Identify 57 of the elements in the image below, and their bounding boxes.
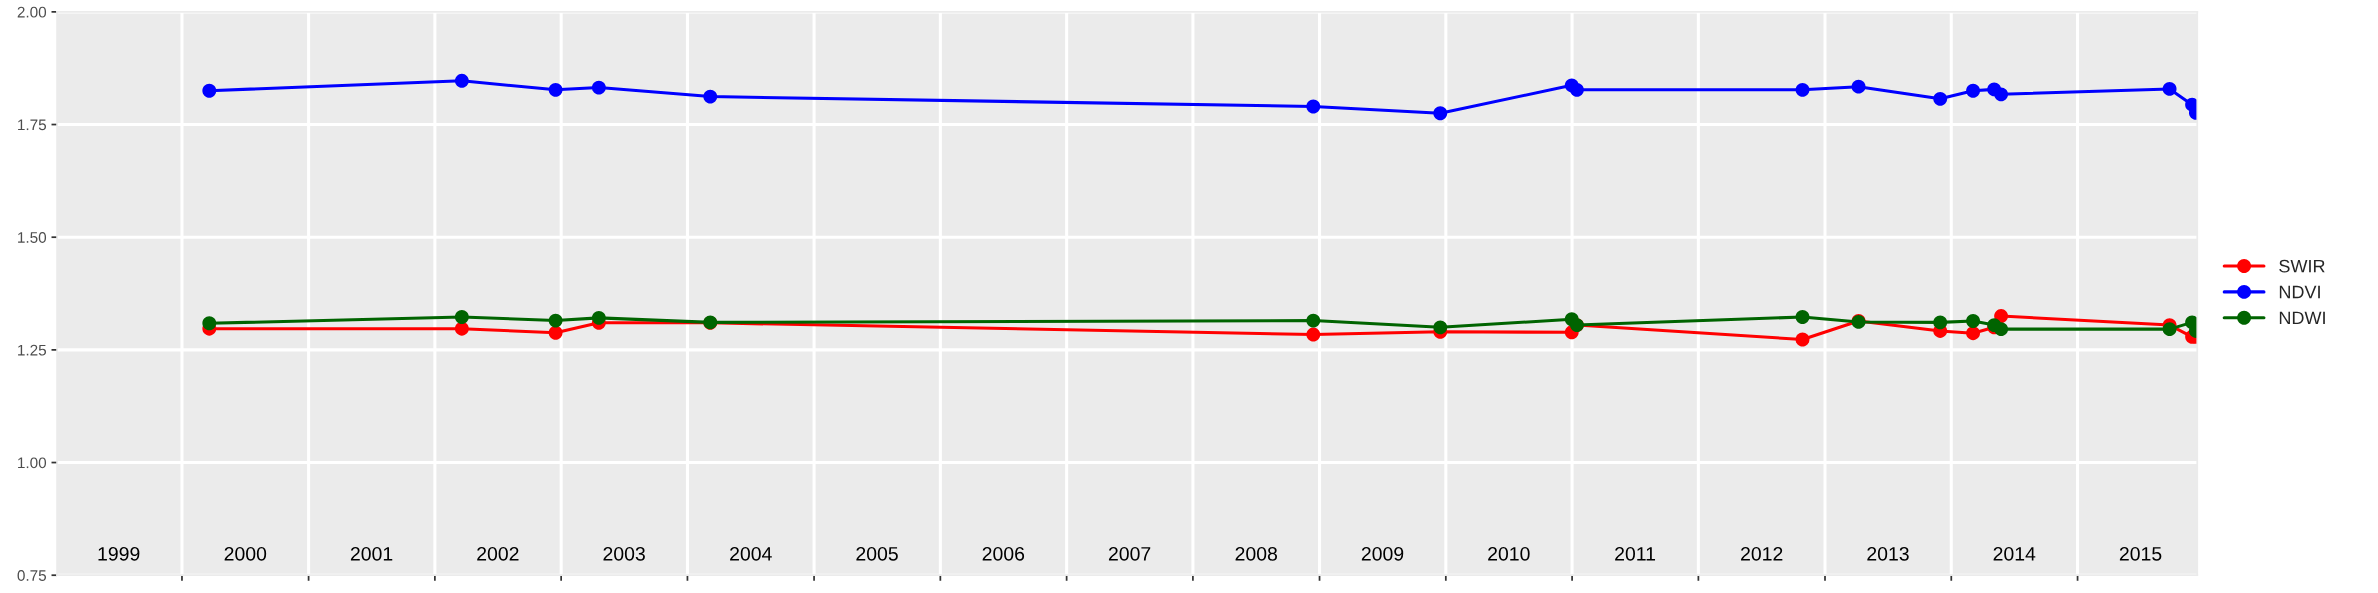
x-tick-label: 2001 <box>350 546 393 561</box>
y-tick-label: 1.50 <box>18 232 47 243</box>
y-tick-label: 1.00 <box>18 457 47 469</box>
y-tick-label: 0.75 <box>17 570 47 581</box>
x-tick-label: 2008 <box>1235 546 1278 561</box>
point <box>1433 320 1448 335</box>
point <box>1966 314 1981 328</box>
point <box>1994 322 2009 337</box>
point <box>1851 79 1866 94</box>
point <box>548 313 563 328</box>
y-tick-label: 2.00 <box>17 6 47 18</box>
x-tick-label: 2000 <box>224 546 267 561</box>
x-tick-label: 2003 <box>603 546 645 561</box>
point <box>2162 322 2177 337</box>
point <box>2162 81 2177 96</box>
x-tick-label: 2015 <box>2119 546 2162 561</box>
y-tick-label: 1.25 <box>18 344 47 356</box>
point <box>454 321 469 336</box>
x-tick-label: 2014 <box>1993 546 2036 561</box>
x-tick-label: 2006 <box>982 546 1025 561</box>
x-tick-label: 2010 <box>1488 546 1530 561</box>
x-tick-label: 2005 <box>856 546 898 561</box>
point <box>1994 309 2009 324</box>
point <box>1795 310 1810 324</box>
point <box>454 73 469 88</box>
point <box>1795 332 1810 347</box>
legend-label: NDVI <box>2279 285 2320 299</box>
point <box>1306 99 1321 114</box>
point <box>548 325 563 340</box>
point <box>1433 106 1448 121</box>
legend-label: SWIR <box>2279 259 2325 273</box>
x-tick-label: 1999 <box>98 546 140 561</box>
x-tick-label: 2013 <box>1867 546 1909 561</box>
x-tick-label: 2002 <box>477 546 519 561</box>
x-tick-label: 2009 <box>1361 546 1404 561</box>
point <box>591 310 606 325</box>
point <box>1795 82 1810 97</box>
point <box>202 316 217 331</box>
legend-label: NDWI <box>2279 311 2325 325</box>
point <box>548 82 563 97</box>
x-tick-label: 2004 <box>730 546 772 561</box>
point <box>1933 315 1948 330</box>
point <box>1994 87 2009 102</box>
point <box>1306 313 1321 328</box>
point <box>202 83 217 98</box>
point <box>1306 327 1321 342</box>
x-tick-label: 2007 <box>1108 546 1151 561</box>
point <box>454 310 469 324</box>
point <box>1966 83 1981 98</box>
point <box>591 80 606 95</box>
point <box>1570 82 1584 97</box>
x-tick-label: 2012 <box>1741 546 1783 561</box>
point <box>1933 91 1948 106</box>
point <box>1966 326 1981 341</box>
point <box>703 89 718 104</box>
x-tick-label: 2011 <box>1615 546 1656 561</box>
y-tick-label: 1.75 <box>18 119 47 131</box>
